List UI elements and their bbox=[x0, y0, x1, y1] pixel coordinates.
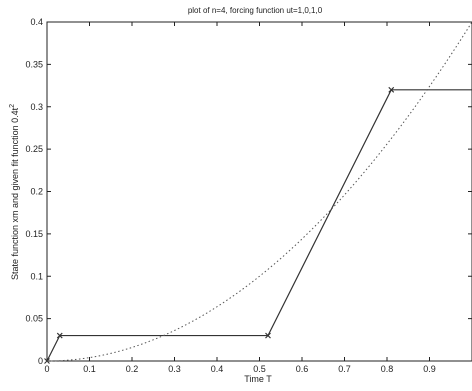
fit-curve-dotted bbox=[46, 21, 472, 362]
y-tick-label: 0.05 bbox=[25, 314, 43, 324]
y-axis-label-superscript: 2 bbox=[9, 104, 16, 108]
y-tick-label: 0.4 bbox=[30, 17, 43, 27]
y-tick-label: 0.2 bbox=[30, 187, 43, 197]
x-tick-label: 0.3 bbox=[168, 364, 181, 374]
x-tick-label: 0.9 bbox=[423, 364, 436, 374]
y-tick-label: 0.25 bbox=[25, 144, 43, 154]
plot-area: 0 0.1 0.2 0.3 0.4 0.5 0.6 0.7 0.8 0.9 0 0.05 0.1 0.15… bbox=[25, 17, 472, 374]
y-tick-label: 0.15 bbox=[25, 229, 43, 239]
chart-title: plot of n=4, forcing function ut=1,0,1,0 bbox=[188, 6, 323, 15]
x-tick-label: 0.4 bbox=[211, 364, 224, 374]
x-tick-label: 0.8 bbox=[381, 364, 394, 374]
x-tick-label: 0.5 bbox=[253, 364, 266, 374]
x-tick-label: 0 bbox=[44, 364, 49, 374]
y-tick-label: 0.35 bbox=[25, 59, 43, 69]
x-axis-label: Time T bbox=[244, 374, 272, 384]
y-tick-label: 0 bbox=[38, 356, 43, 366]
plot-frame bbox=[46, 21, 472, 362]
y-tick-label: 0.1 bbox=[30, 271, 43, 281]
x-tick-label: 0.1 bbox=[83, 364, 96, 374]
data-point-marker bbox=[265, 332, 271, 339]
y-axis-label-main: State function xm and given fit function… bbox=[10, 107, 20, 280]
y-tick-label: 0.3 bbox=[30, 102, 43, 112]
data-point-marker bbox=[388, 86, 395, 93]
x-tick-label: 0.7 bbox=[338, 364, 351, 374]
y-axis-label: State function xm and given fit function… bbox=[9, 104, 20, 280]
x-tick-label: 0.2 bbox=[126, 364, 139, 374]
data-point-marker bbox=[56, 332, 63, 339]
x-tick-label: 0.6 bbox=[296, 364, 309, 374]
state-function-line bbox=[46, 89, 472, 362]
